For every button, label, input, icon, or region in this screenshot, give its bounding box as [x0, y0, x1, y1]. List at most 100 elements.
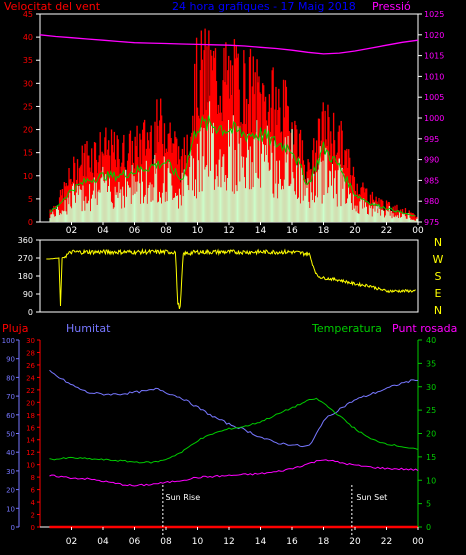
wind-min-bar — [217, 186, 220, 222]
wind-min-bar — [338, 158, 340, 222]
right-tick-label: 1025 — [424, 10, 444, 19]
wind-min-bar — [255, 172, 257, 222]
wind-gust-bar — [160, 98, 162, 222]
pressure-line — [39, 34, 419, 55]
wind-min-bar — [158, 201, 160, 222]
wind-min-bar — [316, 197, 319, 222]
wind-min-bar — [93, 177, 96, 222]
wind-min-bar — [274, 140, 276, 222]
wind-min-bar — [102, 166, 104, 222]
wind-min-bar — [182, 196, 185, 222]
wind-min-bar — [206, 165, 208, 222]
wind-gust-bar — [116, 135, 118, 222]
wind-gust-bar — [175, 137, 177, 222]
wind-gust-bar — [223, 47, 225, 222]
x-tick-label: 12 — [223, 226, 234, 236]
wind-min-bar — [387, 211, 390, 222]
wind-min-bar — [390, 210, 392, 222]
wind-min-bar — [161, 192, 164, 222]
wind-min-bar — [174, 197, 176, 222]
wind-gust-bar — [413, 214, 415, 222]
wind-min-bar — [360, 197, 362, 222]
wind-min-bar — [130, 203, 133, 222]
wind-gust-bar — [68, 168, 70, 222]
wind-gust-bar — [297, 167, 299, 222]
temperature-humidity-rain-chart: Sun Rise Sun Set0246810121416182022242628… — [2, 336, 437, 547]
wind-min-bar — [244, 177, 246, 222]
wind-min-bar — [386, 210, 389, 222]
right-tick-label: 985 — [424, 176, 439, 185]
wind-gust-bar — [156, 99, 158, 222]
wind-min-bar — [52, 211, 54, 222]
wind-min-bar — [151, 184, 153, 222]
wind-min-bar — [66, 214, 68, 222]
wind-gust-bar — [288, 131, 290, 222]
wind-gust-bar — [74, 162, 76, 222]
humidity-tick-label: 80 — [6, 374, 15, 382]
wind-min-bar — [183, 169, 185, 222]
wind-min-bar — [391, 218, 393, 222]
wind-min-bar — [308, 201, 310, 222]
wind-min-bar — [177, 208, 180, 222]
wind-min-bar — [164, 201, 167, 222]
wind-gust-bar — [188, 155, 190, 222]
temperature-axis-label: Temperatura — [311, 322, 382, 335]
humidity-tick-label: 100 — [2, 337, 15, 345]
wind-min-bar — [385, 210, 388, 222]
wind-min-bar — [378, 204, 380, 222]
wind-gust-bar — [316, 171, 319, 222]
wind-gust-bar — [58, 197, 61, 222]
wind-min-bar — [204, 169, 206, 222]
wind-gust-bar — [113, 131, 116, 222]
wind-min-bar — [301, 174, 304, 222]
wind-gust-bar — [245, 124, 247, 222]
x-tick-label: 22 — [381, 537, 392, 547]
wind-min-bar — [266, 125, 269, 222]
wind-min-bar — [83, 200, 85, 222]
wind-gust-bar — [110, 129, 113, 222]
wind-min-bar — [118, 181, 120, 222]
wind-min-bar — [314, 195, 317, 222]
wind-min-bar — [59, 213, 62, 222]
right-tick-label: 990 — [424, 156, 439, 165]
wind-min-bar — [205, 166, 207, 222]
wind-min-bar — [54, 216, 56, 222]
rain-tick-label: 18 — [26, 412, 35, 420]
wind-min-bar — [398, 218, 400, 222]
wind-min-bar — [241, 156, 243, 222]
wind-gust-bar — [294, 120, 296, 222]
wind-min-bar — [393, 216, 395, 222]
wind-min-bar — [292, 172, 294, 222]
wind-gust-bar — [147, 140, 150, 222]
wind-gust-bar — [282, 79, 285, 222]
wind-gust-bar — [396, 204, 398, 222]
wind-gust-bar — [204, 28, 206, 223]
wind-min-bar — [231, 191, 234, 222]
wind-min-bar — [289, 185, 291, 222]
wind-gust-bar — [215, 81, 218, 222]
wind-min-bar — [290, 183, 292, 222]
wind-min-bar — [71, 208, 73, 222]
wind-pressure-chart: 0510152025303540459759809859909951000100… — [23, 10, 445, 236]
wind-gust-bar — [59, 189, 62, 222]
wind-gust-bar — [250, 132, 253, 222]
wind-gust-bar — [122, 142, 124, 222]
wind-min-bar — [280, 189, 283, 222]
wind-min-bar — [159, 191, 161, 222]
wind-min-bar — [67, 197, 69, 222]
temperature-tick-label: 20 — [426, 430, 436, 439]
wind-min-bar — [376, 204, 378, 222]
x-tick-label: 14 — [255, 537, 267, 547]
rain-tick-label: 10 — [26, 462, 35, 470]
wind-gust-bar — [139, 133, 141, 222]
wind-min-bar — [282, 189, 285, 222]
wind-min-bar — [315, 172, 318, 222]
wind-min-bar — [90, 211, 92, 222]
wind-min-bar — [184, 174, 186, 222]
wind-min-bar — [412, 219, 414, 222]
wind-gust-bar — [160, 115, 163, 222]
wind-min-bar — [177, 195, 179, 222]
wind-min-bar — [49, 218, 51, 222]
wind-min-bar — [362, 208, 364, 222]
wind-gust-bar — [214, 48, 217, 222]
